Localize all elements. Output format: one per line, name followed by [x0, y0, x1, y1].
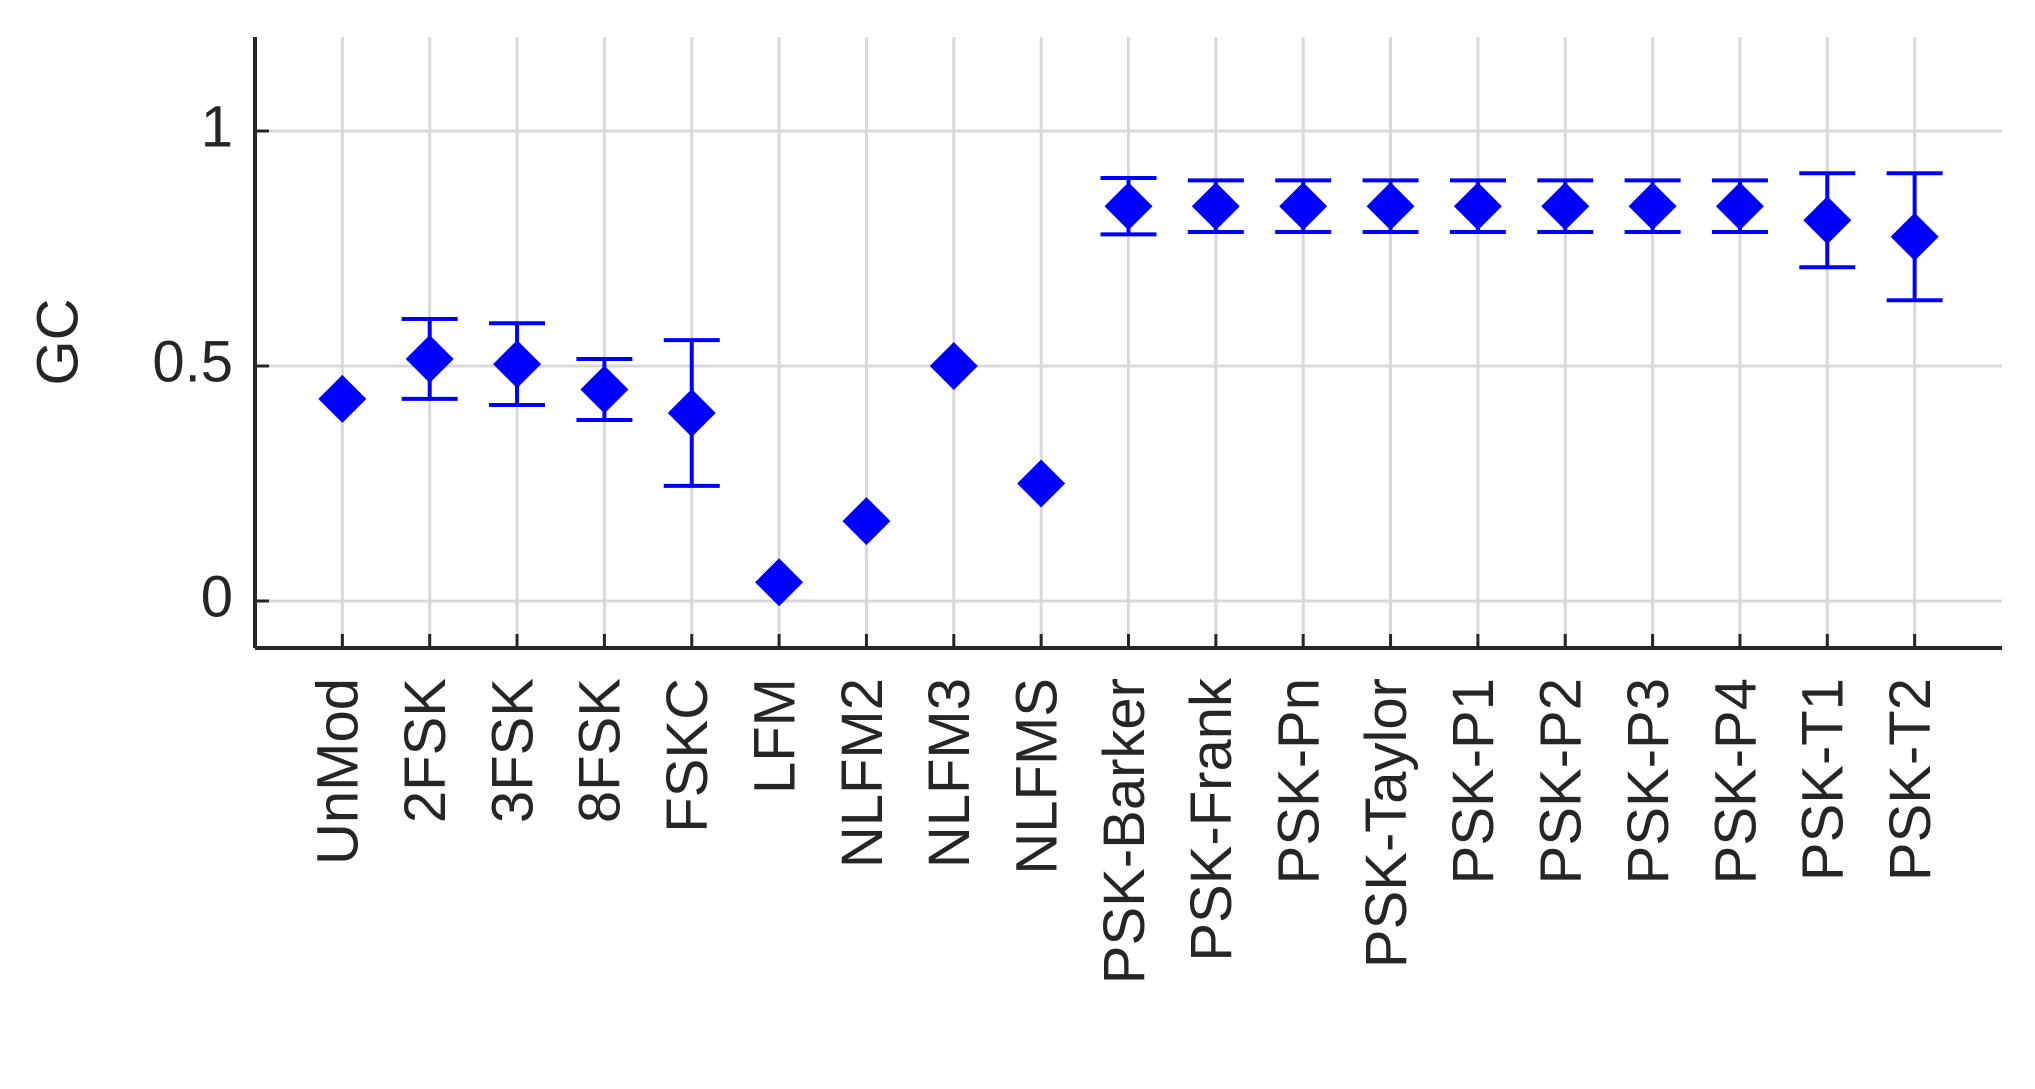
x-tick-label: PSK-P2 [1529, 678, 1594, 884]
marker [405, 334, 454, 383]
x-tick-label: PSK-P4 [1703, 678, 1768, 884]
x-tick-label: 8FSK [568, 678, 633, 823]
x-tick-label: PSK-P3 [1616, 678, 1681, 884]
marker [667, 389, 716, 437]
marker [1890, 212, 1939, 261]
marker [580, 365, 629, 414]
marker [842, 497, 891, 546]
x-tick-label: 3FSK [480, 678, 545, 823]
x-tick-label: PSK-P1 [1441, 678, 1506, 884]
marker [318, 374, 367, 423]
marker [1453, 182, 1502, 231]
marker [1715, 182, 1764, 231]
marker [1366, 182, 1415, 231]
x-tick-label: NLFMS [1004, 678, 1069, 875]
marker [1017, 459, 1066, 508]
x-tick-label: PSK-Taylor [1354, 678, 1419, 968]
x-tick-label: NLFM2 [830, 678, 895, 868]
marker [929, 342, 978, 390]
marker [1628, 182, 1677, 231]
marker [493, 340, 542, 389]
x-tick-label: FSKC [655, 678, 720, 833]
x-tick-label: NLFM3 [917, 678, 982, 868]
marker [1104, 182, 1153, 231]
marker [1191, 182, 1240, 231]
x-tick-label: PSK-T2 [1878, 678, 1943, 881]
y-tick-label: 0 [201, 564, 233, 629]
marker [1803, 196, 1852, 245]
marker [1541, 182, 1590, 231]
marker [1279, 182, 1328, 231]
x-tick-label: UnMod [306, 678, 371, 865]
marker [755, 558, 804, 607]
x-tick-label: PSK-Barker [1092, 678, 1157, 984]
y-tick-label: 1 [201, 94, 233, 159]
x-tick-label: PSK-T1 [1791, 678, 1856, 881]
x-tick-label: 2FSK [393, 678, 458, 823]
x-tick-label: PSK-Pn [1267, 678, 1332, 884]
x-tick-label: LFM [742, 678, 807, 794]
y-tick-label: 0.5 [152, 329, 233, 394]
y-axis-label: GC [25, 299, 90, 386]
x-tick-label: PSK-Frank [1179, 677, 1244, 962]
